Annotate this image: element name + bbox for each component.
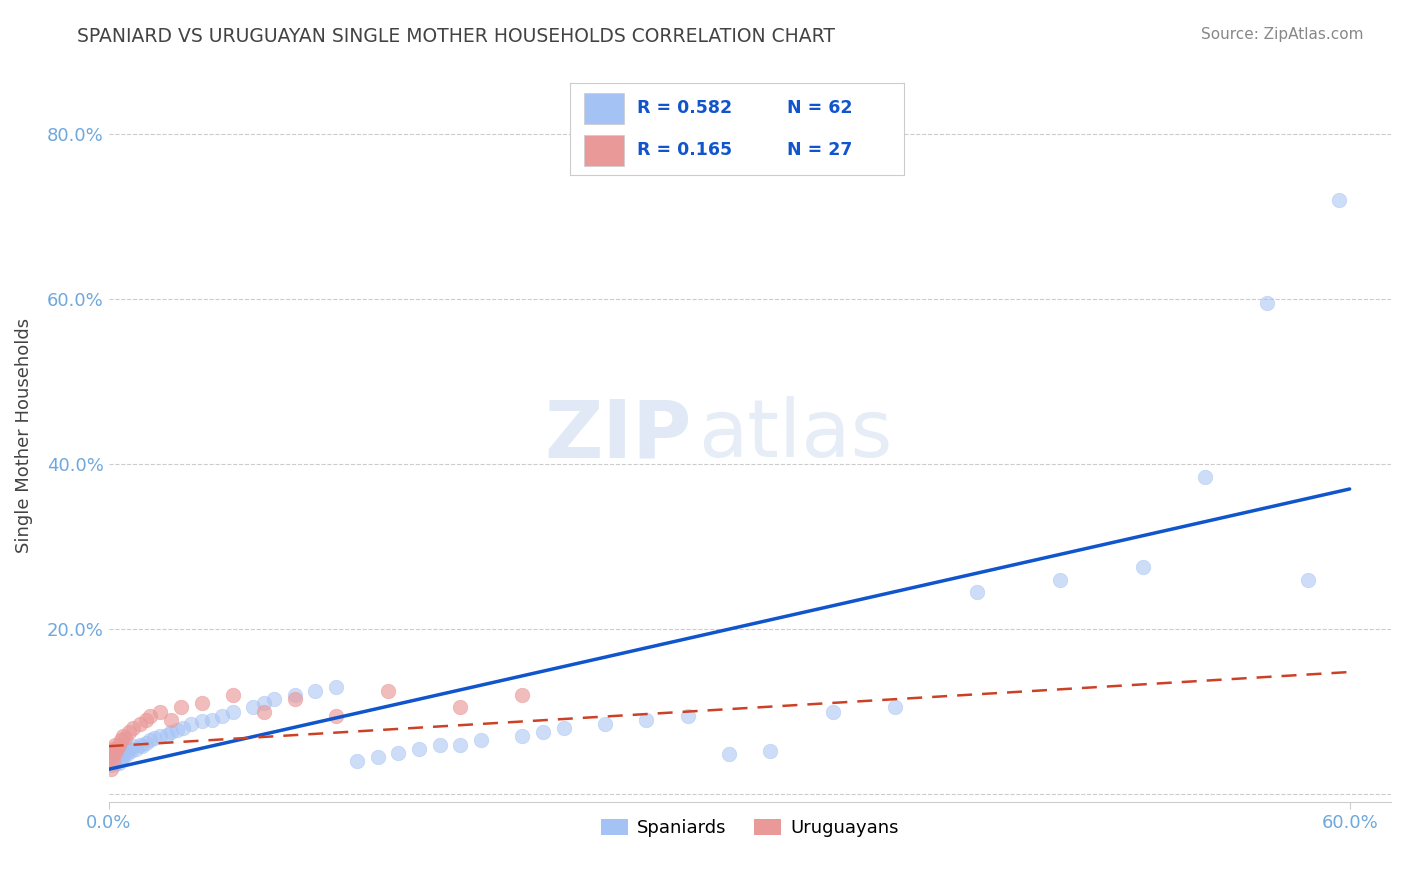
Point: [253, 705, 276, 719]
Point: [135, 713, 157, 727]
Point: [190, 714, 212, 729]
Point: [222, 705, 245, 719]
Point: [139, 733, 162, 747]
Point: [120, 744, 142, 758]
Point: [449, 738, 471, 752]
Point: [101, 741, 124, 756]
Point: [470, 733, 492, 747]
Point: [114, 731, 136, 745]
Point: [510, 688, 533, 702]
Point: [253, 696, 276, 710]
Point: [325, 680, 347, 694]
Point: [104, 746, 127, 760]
Point: [105, 747, 128, 762]
Point: [149, 729, 172, 743]
Point: [118, 725, 141, 739]
Point: [284, 692, 307, 706]
Point: [180, 717, 202, 731]
Point: [159, 713, 181, 727]
Point: [122, 739, 145, 754]
Point: [636, 713, 658, 727]
Point: [1049, 573, 1071, 587]
Point: [1132, 560, 1154, 574]
Text: ZIP: ZIP: [546, 396, 692, 475]
Point: [408, 741, 430, 756]
Point: [190, 696, 212, 710]
Point: [821, 705, 844, 719]
Point: [110, 752, 132, 766]
Text: atlas: atlas: [699, 396, 893, 475]
Text: Source: ZipAtlas.com: Source: ZipAtlas.com: [1201, 27, 1364, 42]
Point: [676, 708, 699, 723]
Point: [166, 723, 188, 737]
Point: [284, 688, 307, 702]
Y-axis label: Single Mother Households: Single Mother Households: [15, 318, 32, 553]
Point: [718, 747, 741, 762]
Point: [100, 754, 122, 768]
Point: [143, 731, 166, 745]
Point: [1329, 194, 1351, 208]
Point: [118, 741, 141, 756]
Point: [201, 713, 224, 727]
Point: [387, 746, 409, 760]
Point: [128, 738, 150, 752]
Point: [883, 700, 905, 714]
Point: [149, 705, 172, 719]
Point: [128, 717, 150, 731]
Point: [104, 757, 127, 772]
Point: [100, 758, 122, 772]
Point: [222, 688, 245, 702]
Point: [122, 721, 145, 735]
Point: [108, 738, 131, 752]
Point: [131, 739, 153, 754]
Point: [115, 747, 138, 762]
Point: [170, 700, 193, 714]
Point: [263, 692, 285, 706]
Point: [105, 754, 128, 768]
Point: [593, 717, 616, 731]
Point: [242, 700, 264, 714]
Point: [304, 684, 326, 698]
Point: [155, 728, 177, 742]
Point: [449, 700, 471, 714]
Point: [325, 708, 347, 723]
Point: [101, 756, 124, 770]
Point: [211, 708, 233, 723]
Point: [124, 741, 146, 756]
Point: [135, 736, 157, 750]
Legend: Spaniards, Uruguayans: Spaniards, Uruguayans: [593, 812, 905, 845]
Point: [429, 738, 451, 752]
Point: [101, 754, 124, 768]
Point: [531, 725, 554, 739]
Point: [377, 684, 399, 698]
Point: [101, 752, 124, 766]
Point: [1194, 469, 1216, 483]
Point: [100, 750, 122, 764]
Point: [104, 738, 127, 752]
Point: [114, 746, 136, 760]
Point: [110, 733, 132, 747]
Point: [105, 741, 128, 756]
Point: [112, 750, 135, 764]
Point: [104, 750, 127, 764]
Point: [1256, 296, 1278, 310]
Point: [172, 721, 194, 735]
Point: [159, 725, 181, 739]
Point: [139, 708, 162, 723]
Point: [1296, 573, 1319, 587]
Point: [346, 754, 368, 768]
Point: [553, 721, 575, 735]
Point: [966, 585, 988, 599]
Point: [112, 729, 135, 743]
Point: [100, 762, 122, 776]
Text: SPANIARD VS URUGUAYAN SINGLE MOTHER HOUSEHOLDS CORRELATION CHART: SPANIARD VS URUGUAYAN SINGLE MOTHER HOUS…: [77, 27, 835, 45]
Point: [510, 729, 533, 743]
Point: [366, 750, 388, 764]
Point: [108, 756, 131, 770]
Point: [759, 744, 782, 758]
